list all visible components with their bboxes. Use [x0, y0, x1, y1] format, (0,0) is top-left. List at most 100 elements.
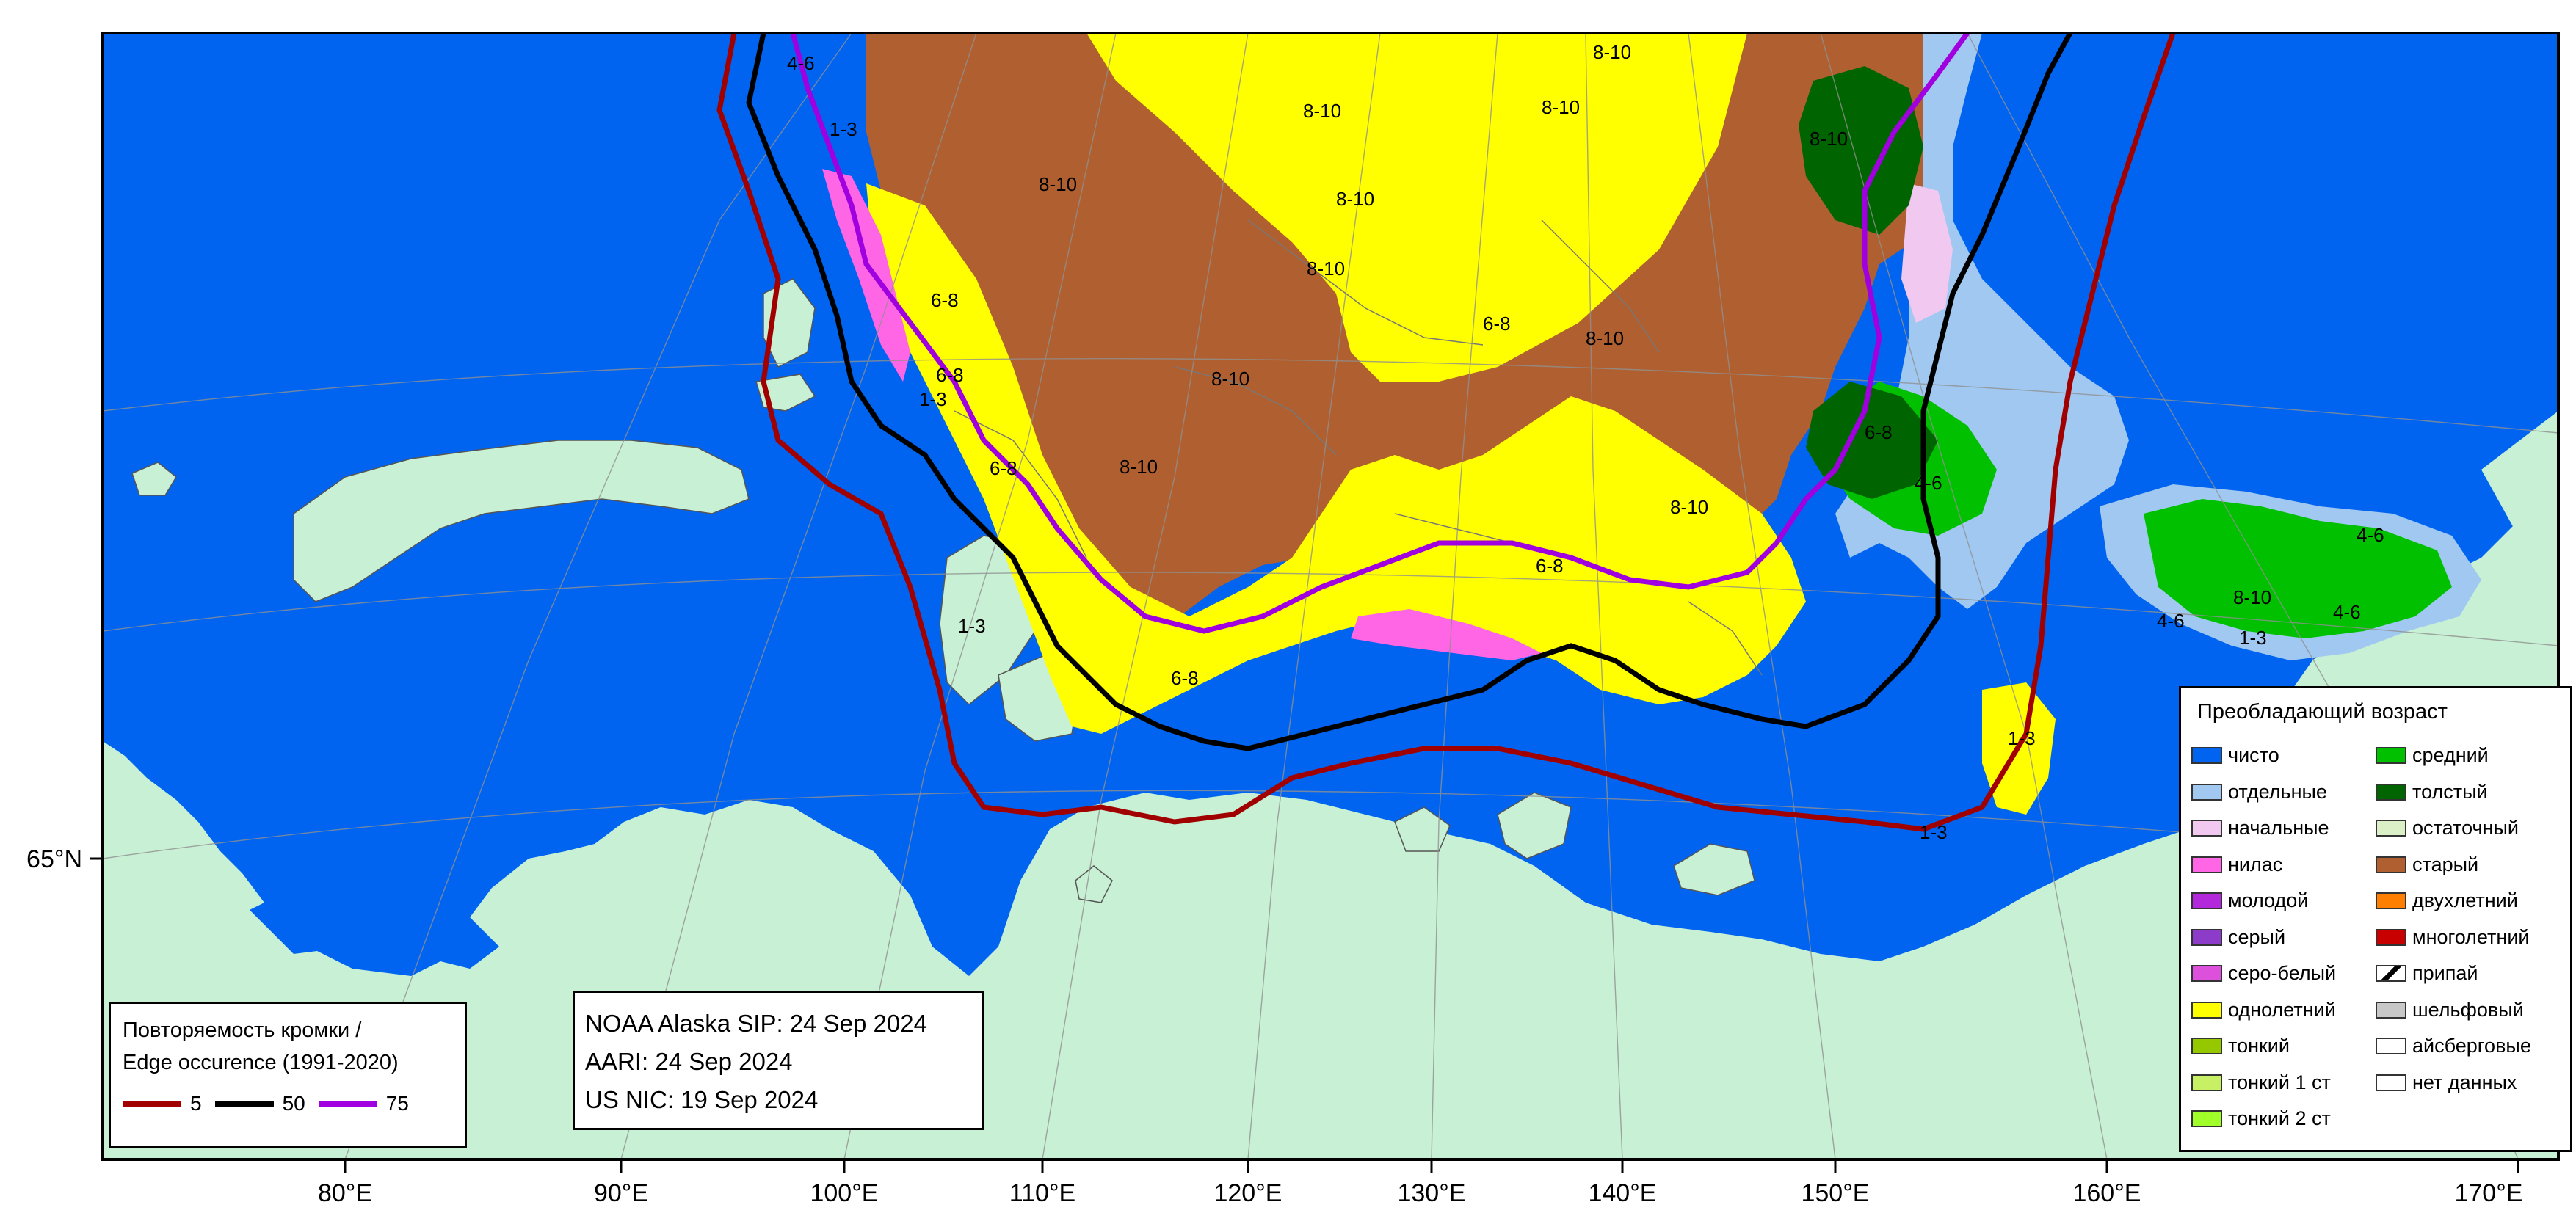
legend-swatch: [2191, 1110, 2222, 1128]
legend-swatch: [2191, 1001, 2222, 1019]
legend-item: шельфовый: [2376, 992, 2560, 1029]
area-label: 8-10: [1211, 368, 1249, 390]
island-small-1: [131, 462, 177, 496]
legend-swatch: [2376, 856, 2406, 873]
legend-label: тонкий 2 ст: [2228, 1107, 2331, 1130]
legend-swatch: [2191, 783, 2222, 801]
legend-swatch: [2376, 820, 2406, 837]
area-label: 6-8: [1865, 421, 1893, 443]
area-label: 4-6: [2157, 610, 2185, 632]
area-label: 1-3: [1920, 821, 1948, 843]
legend-item: нилас: [2191, 847, 2376, 884]
land-east-north: [2481, 411, 2558, 536]
legend-label: остаточный: [2412, 817, 2519, 839]
area-label: 1-3: [830, 118, 857, 140]
lon-tick-label: 110°E: [1009, 1179, 1075, 1207]
area-label: 6-8: [990, 457, 1017, 479]
legend-label: припай: [2412, 962, 2478, 985]
legend-swatch: [2376, 1001, 2406, 1019]
area-label: 8-10: [1303, 100, 1341, 122]
lon-tick-label: 90°E: [594, 1179, 648, 1207]
area-label: 8-10: [1039, 173, 1077, 195]
lon-tick-label: 120°E: [1213, 1179, 1282, 1207]
edge-value: 50: [282, 1092, 305, 1115]
area-label: 4-6: [787, 52, 815, 74]
area-label: 6-8: [1483, 313, 1511, 335]
legend-swatch: [2376, 965, 2406, 983]
legend-label: тонкий: [2228, 1035, 2290, 1057]
edge-value: 5: [190, 1092, 202, 1115]
ice-thick-2: [1806, 382, 1938, 499]
legend-label: двухлетний: [2412, 889, 2518, 912]
edge-legend-title: Повторяемость кромки /: [123, 1019, 362, 1042]
lon-tick-labels: 80°E 90°E 100°E 110°E 120°E 130°E 140°E …: [318, 1179, 2523, 1207]
edge-occurrence-legend: Повторяемость кромки / Edge occurence (1…: [109, 1002, 467, 1148]
legend-item: серый: [2191, 919, 2376, 956]
area-label: 1-3: [2239, 627, 2267, 649]
legend-item: начальные: [2191, 810, 2376, 847]
lon-tick-label: 140°E: [1588, 1179, 1656, 1207]
legend-swatch: [2191, 1074, 2222, 1091]
area-label: 6-8: [1536, 555, 1564, 577]
area-label: 6-8: [1171, 667, 1199, 689]
area-label: 1-3: [2008, 727, 2036, 749]
island-new-siberian: [1497, 792, 1572, 859]
source-noaa: NOAA Alaska SIP: 24 Sep 2024: [585, 1010, 927, 1037]
area-label: 8-10: [1810, 128, 1848, 150]
island-novaya-zemlya: [293, 440, 750, 602]
legend-label: многолетний: [2412, 925, 2530, 948]
edge-legend-subtitle: Edge occurence (1991-2020): [123, 1051, 399, 1074]
legend-item: средний: [2376, 737, 2560, 774]
area-label: 8-10: [1336, 188, 1374, 210]
area-label: 8-10: [1586, 327, 1624, 349]
edge-line-sample: [123, 1101, 181, 1107]
legend-item: припай: [2376, 955, 2560, 992]
edge-line-5: [716, 33, 2176, 832]
ice-medium: [2144, 499, 2452, 638]
area-label: 4-6: [1915, 472, 1942, 494]
ice-thick: [1799, 66, 1923, 235]
legend-label: начальные: [2228, 817, 2329, 839]
lon-tick-label: 100°E: [810, 1179, 878, 1207]
legend-item: серо-белый: [2191, 955, 2376, 992]
legend-swatch: [2191, 892, 2222, 910]
legend-label: молодой: [2228, 889, 2309, 912]
lon-tick-label: 170°E: [2454, 1179, 2522, 1207]
edge-value: 75: [385, 1092, 409, 1115]
edge-line-sample: [214, 1101, 274, 1107]
area-label: 8-10: [1120, 456, 1158, 478]
lon-tick-label: 130°E: [1397, 1179, 1465, 1207]
lon-tick-label: 80°E: [318, 1179, 372, 1207]
edge-entry: 50: [214, 1092, 305, 1115]
legend-swatch: [2191, 965, 2222, 983]
ice-new: [1901, 183, 1953, 323]
legend-item: тонкий: [2191, 1028, 2376, 1065]
legend-label: серый: [2228, 925, 2286, 948]
legend-label: шельфовый: [2412, 998, 2524, 1021]
legend-item: толстый: [2376, 774, 2560, 811]
edge-line-50: [746, 33, 2073, 751]
legend-label: нет данных: [2412, 1071, 2517, 1093]
island-small-3: [1075, 865, 1113, 903]
legend-label: чисто: [2228, 744, 2279, 767]
area-label: 8-10: [1593, 41, 1631, 63]
legend-item: тонкий 2 ст: [2191, 1101, 2376, 1137]
ice-nilas-west: [822, 169, 910, 382]
legend-item: старый: [2376, 847, 2560, 884]
legend-item: нет данных: [2376, 1065, 2560, 1101]
legend-column-left: чисто отдельные начальные нилас молодой серый…: [2191, 737, 2376, 1137]
lon-tick-label: 160°E: [2072, 1179, 2141, 1207]
open-water-inlet-west: [250, 873, 499, 969]
ice-boundary-lines: [954, 219, 1763, 676]
legend-swatch: [2376, 1038, 2406, 1055]
legend-columns: чисто отдельные начальные нилас молодой серый…: [2191, 737, 2560, 1137]
lon-ticks: [344, 1159, 2519, 1173]
area-label: 8-10: [2233, 586, 2271, 608]
legend-item: тонкий 1 ст: [2191, 1065, 2376, 1101]
legend-column-right: средний толстый остаточный старый двухлетний…: [2376, 737, 2560, 1137]
legend-swatch: [2191, 747, 2222, 765]
data-sources-box: NOAA Alaska SIP: 24 Sep 2024 AARI: 24 Se…: [573, 991, 984, 1130]
map-frame: [101, 32, 2560, 1161]
ice-area-labels: 8-10 8-10 8-10 8-10 8-10 8-10 8-10 8-10 …: [787, 41, 2384, 843]
legend-item: двухлетний: [2376, 883, 2560, 919]
